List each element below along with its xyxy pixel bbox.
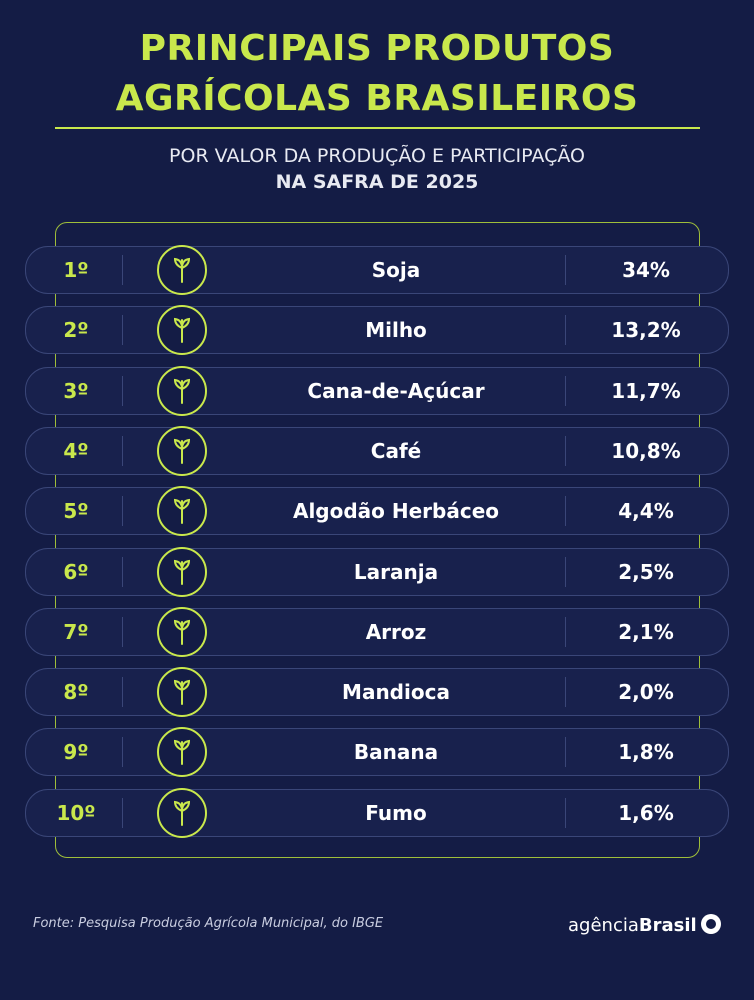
- separator: [122, 255, 123, 285]
- product-name: Mandioca: [342, 680, 450, 705]
- icon-graphic: [157, 546, 207, 597]
- product-name: Fumo: [365, 800, 427, 825]
- share: 1,8%: [618, 740, 674, 765]
- product-name: Milho: [365, 318, 427, 343]
- icon-graphic: [157, 425, 207, 476]
- separator: [122, 737, 123, 768]
- separator: [565, 375, 566, 406]
- share: 34%: [622, 258, 670, 282]
- product-icon: [156, 546, 208, 602]
- divider: [55, 127, 700, 129]
- separator: [565, 677, 566, 708]
- product-name: Laranja: [353, 559, 439, 584]
- separator: [565, 797, 566, 828]
- separator: [565, 616, 566, 647]
- logo-text: agência: [568, 915, 639, 936]
- share: 11,7%: [611, 378, 681, 403]
- share: 1,6%: [618, 800, 674, 825]
- product-icon: [156, 485, 208, 541]
- table-row: 6º Laranja 2,5%: [25, 546, 729, 597]
- product-icon: [156, 425, 208, 481]
- separator: [122, 375, 123, 406]
- separator: [122, 677, 123, 708]
- separator: [122, 315, 123, 346]
- rank: 3º: [63, 378, 89, 403]
- product-icon: [156, 244, 208, 300]
- share: 2,1%: [618, 619, 674, 644]
- separator: [122, 797, 123, 828]
- product-name: Soja: [371, 258, 421, 282]
- subtitle-line: POR VALOR DA PRODUÇÃO E PARTICIPAÇÃO: [169, 145, 585, 167]
- product-icon: [156, 304, 208, 360]
- separator: [122, 616, 123, 647]
- share: 4,4%: [618, 499, 674, 524]
- separator: [122, 435, 123, 466]
- title-line: AGRÍCOLAS BRASILEIROS: [115, 78, 639, 119]
- product-name: Café: [370, 438, 422, 463]
- share: 13,2%: [611, 318, 681, 343]
- separator: [122, 496, 123, 527]
- logo-text: Brasil: [638, 915, 697, 936]
- icon-graphic: [157, 486, 207, 537]
- product-name: Banana: [353, 740, 439, 765]
- icon-graphic: [157, 365, 207, 416]
- table-row: 9º Banana 1,8%: [25, 727, 729, 778]
- separator: [565, 556, 566, 587]
- table-row: 10º Fumo 1,6%: [25, 787, 729, 838]
- rank: 7º: [63, 619, 89, 644]
- product-name: Algodão Herbáceo: [292, 499, 500, 524]
- icon-graphic: [157, 727, 207, 778]
- table-row: 2º Milho 13,2%: [25, 305, 729, 356]
- rank: 8º: [63, 680, 89, 705]
- icon-graphic: [157, 305, 207, 356]
- table-row: 1º Soja 34%: [25, 245, 729, 295]
- table-row: 8º Mandioca 2,0%: [25, 667, 729, 718]
- title-line: PRINCIPAIS PRODUTOS: [139, 28, 615, 69]
- share: 10,8%: [611, 438, 681, 463]
- separator: [565, 435, 566, 466]
- icon-graphic: [157, 245, 207, 295]
- icon-graphic: [157, 667, 207, 718]
- separator: [122, 556, 123, 587]
- rank: 5º: [63, 499, 89, 524]
- icon-graphic: [157, 606, 207, 657]
- icon-graphic: [157, 787, 207, 838]
- product-icon: [156, 365, 208, 421]
- logo: agênciaBrasil: [568, 912, 723, 936]
- separator: [565, 255, 566, 285]
- share: 2,5%: [618, 559, 674, 584]
- rank: 10º: [56, 800, 96, 825]
- separator: [565, 496, 566, 527]
- table-panel: [55, 222, 700, 858]
- rank: 2º: [63, 318, 89, 343]
- table-row: 7º Arroz 2,1%: [25, 606, 729, 657]
- subtitle-line: NA SAFRA DE 2025: [275, 171, 479, 193]
- rank: 1º: [63, 258, 89, 282]
- separator: [565, 315, 566, 346]
- product-name: Arroz: [365, 619, 427, 644]
- logo-mark: [700, 914, 721, 934]
- table-row: 3º Cana-de-Açúcar 11,7%: [25, 365, 729, 416]
- product-name: Cana-de-Açúcar: [307, 378, 485, 403]
- product-icon: [156, 606, 208, 662]
- source: Fonte: Pesquisa Produção Agrícola Munici…: [33, 916, 384, 931]
- separator: [565, 737, 566, 768]
- rank: 9º: [63, 740, 89, 765]
- product-icon: [156, 666, 208, 722]
- rank: 4º: [63, 438, 89, 463]
- product-icon: [156, 787, 208, 843]
- table-row: 5º Algodão Herbáceo 4,4%: [25, 486, 729, 537]
- table-row: 4º Café 10,8%: [25, 425, 729, 476]
- share: 2,0%: [618, 680, 674, 705]
- rank: 6º: [63, 559, 89, 584]
- product-icon: [156, 726, 208, 782]
